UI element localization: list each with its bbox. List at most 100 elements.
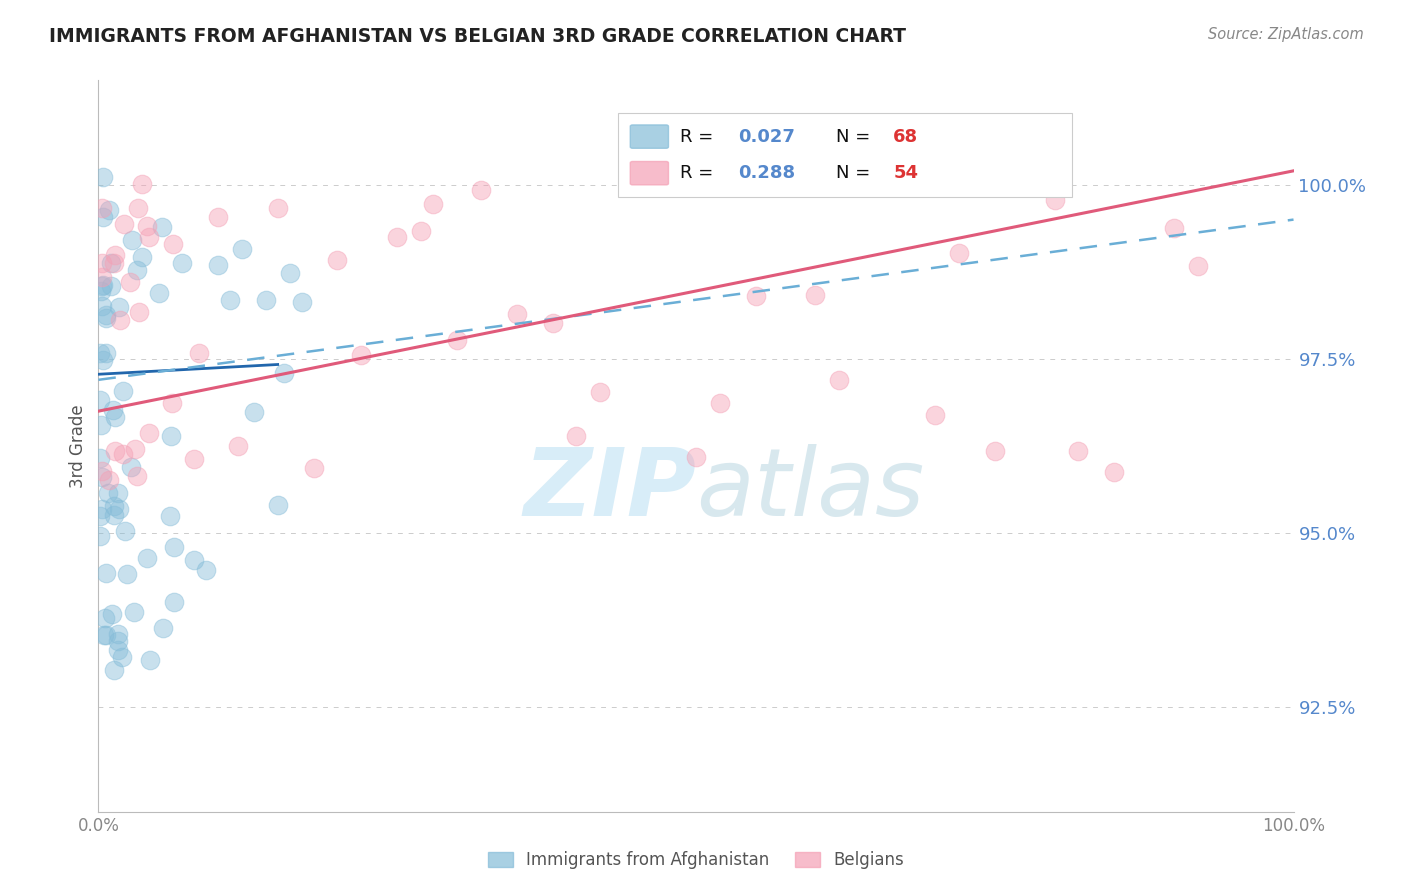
Point (187, 345, 209, 359)
Point (96, 566, 118, 580)
Point (91, 256, 114, 270)
Point (446, 333, 468, 347)
Point (267, 201, 290, 215)
Point (90, 417, 112, 432)
Point (162, 236, 184, 251)
Point (104, 248, 127, 262)
Point (709, 396, 731, 410)
Legend: Immigrants from Afghanistan, Belgians: Immigrants from Afghanistan, Belgians (488, 851, 904, 869)
Point (162, 395, 184, 409)
Point (96, 346, 118, 360)
Point (89, 509, 111, 524)
Point (91, 470, 114, 484)
Point (91, 201, 114, 215)
Point (148, 286, 170, 301)
Point (541, 316, 564, 330)
Point (138, 426, 160, 441)
Point (411, 224, 433, 238)
Point (207, 211, 229, 225)
Point (207, 258, 229, 272)
Point (122, 606, 145, 620)
Point (91, 278, 114, 293)
Point (326, 253, 349, 268)
Point (108, 313, 131, 327)
Text: R =: R = (681, 128, 720, 145)
Point (127, 201, 149, 215)
Point (267, 498, 290, 512)
Text: 0.288: 0.288 (738, 164, 794, 182)
Point (565, 429, 588, 443)
Point (89, 450, 111, 465)
Point (135, 550, 157, 565)
Point (150, 220, 173, 235)
Point (422, 197, 444, 211)
Point (139, 653, 162, 667)
Text: 68: 68 (893, 128, 918, 145)
Point (91, 210, 114, 224)
Text: atlas: atlas (696, 444, 924, 535)
Point (984, 444, 1007, 458)
Point (128, 305, 150, 319)
Point (104, 410, 127, 425)
Point (948, 246, 970, 260)
Point (183, 552, 205, 566)
Point (278, 266, 301, 280)
Point (107, 633, 129, 648)
Point (124, 442, 146, 456)
Point (100, 256, 122, 270)
Point (131, 177, 153, 191)
Point (107, 627, 129, 641)
Point (626, 161, 648, 176)
Point (291, 294, 314, 309)
Point (219, 293, 242, 307)
Text: ZIP: ZIP (523, 444, 696, 536)
Point (97, 485, 120, 500)
FancyBboxPatch shape (630, 125, 668, 148)
FancyBboxPatch shape (630, 161, 668, 185)
Point (91, 352, 114, 367)
Point (118, 276, 141, 290)
Point (100, 607, 122, 622)
Point (100, 278, 122, 293)
Point (924, 409, 946, 423)
Point (1187, 259, 1209, 273)
FancyBboxPatch shape (619, 113, 1073, 197)
Point (254, 293, 277, 307)
Point (112, 217, 135, 231)
Text: N =: N = (835, 128, 876, 145)
Point (159, 509, 181, 524)
Point (114, 524, 136, 539)
Point (136, 219, 159, 233)
Point (103, 500, 125, 514)
Point (163, 595, 186, 609)
Point (90, 278, 112, 293)
Point (94, 310, 117, 325)
Text: IMMIGRANTS FROM AFGHANISTAN VS BELGIAN 3RD GRADE CORRELATION CHART: IMMIGRANTS FROM AFGHANISTAN VS BELGIAN 3… (49, 27, 907, 45)
Point (589, 384, 612, 399)
Point (89, 529, 111, 543)
Point (350, 348, 373, 362)
Point (96, 308, 118, 322)
Point (125, 263, 148, 277)
Text: Source: ZipAtlas.com: Source: ZipAtlas.com (1208, 27, 1364, 42)
Point (470, 183, 492, 197)
Point (91, 269, 114, 284)
Point (302, 461, 325, 475)
Point (195, 563, 218, 577)
Point (91, 502, 114, 516)
Point (685, 450, 707, 464)
Point (115, 567, 138, 582)
Point (90, 284, 112, 298)
Point (506, 307, 529, 321)
Point (1104, 466, 1126, 480)
Point (865, 171, 887, 186)
Point (91, 464, 114, 478)
Text: R =: R = (681, 164, 720, 182)
Point (160, 428, 183, 442)
Point (107, 486, 129, 500)
Point (745, 289, 768, 303)
Point (138, 230, 160, 244)
Point (94, 611, 117, 625)
Y-axis label: 3rd Grade: 3rd Grade (69, 404, 87, 488)
Point (111, 447, 134, 461)
